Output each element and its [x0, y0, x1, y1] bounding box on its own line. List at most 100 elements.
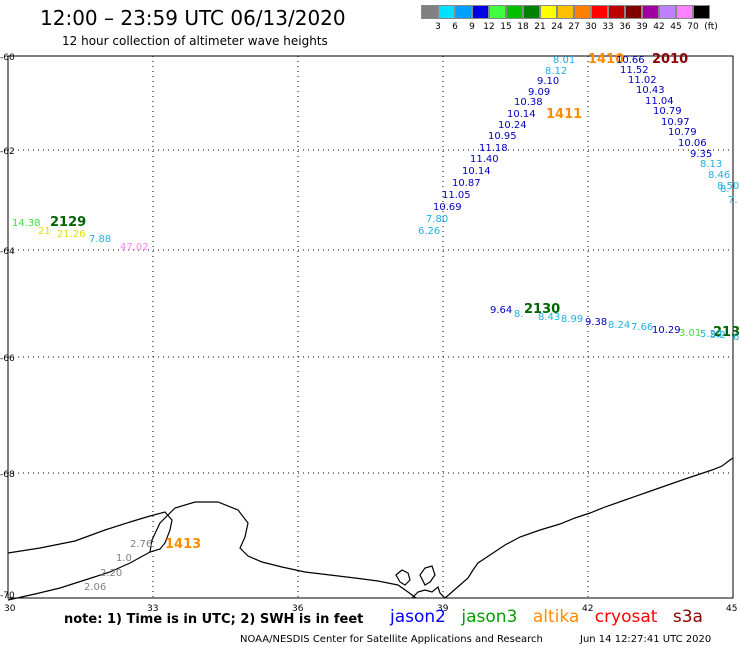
- units-note: note: 1) Time is in UTC; 2) SWH is in fe…: [64, 612, 364, 627]
- color-scale-swatch: [574, 5, 591, 19]
- swh-label: 5.29: [700, 329, 722, 340]
- swh-label: 11.05: [442, 190, 471, 201]
- lon-tick-labels: 30 33 36 39 42 45: [4, 604, 737, 614]
- color-scale-label: 18: [517, 22, 529, 32]
- swh-label: 8.: [514, 309, 524, 320]
- swh-label: 2.76: [130, 539, 152, 550]
- lon-tick-label: 45: [726, 604, 737, 614]
- swh-label: 21: [38, 226, 51, 237]
- swh-label: 7.: [728, 195, 738, 206]
- color-scale-swatch: [557, 5, 574, 19]
- color-scale-swatch: [693, 5, 710, 19]
- color-scale-label: 27: [568, 22, 580, 32]
- swh-label: 7.80: [426, 214, 448, 225]
- swh-label: 10.97: [661, 117, 690, 128]
- antarctic-coastline: [7, 511, 173, 601]
- color-scale-label: 15: [500, 22, 512, 32]
- swh-label: 7.88: [89, 234, 111, 245]
- color-scale-swatch: [506, 5, 523, 19]
- color-scale-unit: (ft): [704, 22, 718, 32]
- plot-frame: [7, 55, 734, 599]
- lon-tick-label: 33: [147, 604, 158, 614]
- lon-tick-label: 36: [292, 604, 304, 614]
- lat-tick-label: -70: [0, 591, 15, 601]
- lat-tick-labels: -60 -62 -64 -66 -68 -70: [0, 53, 15, 601]
- swh-label: 8.24: [608, 320, 630, 331]
- swh-label: 8.12: [545, 66, 567, 77]
- swh-label: 10.14: [462, 166, 491, 177]
- color-scale-swatch: [659, 5, 676, 19]
- map-subtitle: 12 hour collection of altimeter wave hei…: [62, 34, 328, 48]
- swh-label: 10.79: [668, 127, 697, 138]
- swh-label: 11.18: [479, 143, 508, 154]
- swh-label: 8.01: [553, 55, 575, 66]
- swh-label: 10.14: [507, 109, 536, 120]
- graticule-grid: [8, 56, 733, 598]
- swh-label: 8.13: [700, 159, 722, 170]
- legend-jason2: jason2: [390, 607, 446, 627]
- swh-label: 7.66: [631, 322, 653, 333]
- pass-time-label: 1410: [588, 52, 624, 67]
- swh-label: 5.2: [710, 330, 726, 341]
- lat-tick-label: -64: [0, 247, 15, 257]
- swh-label: 8.: [720, 184, 730, 195]
- swh-label: 14.38: [12, 218, 41, 229]
- satellite-legend: jason2 jason3 altika cryosat s3a: [390, 607, 713, 627]
- color-scale-swatch: [472, 5, 489, 19]
- pass-time-labels: 1410 2010 1411 2129 2130 213 1413: [50, 52, 740, 552]
- credit-line: NOAA/NESDIS Center for Satellite Applica…: [240, 634, 543, 645]
- pass-time-label: 1413: [165, 537, 201, 552]
- swh-label: 2.06: [84, 582, 106, 593]
- swh-label: 8.43: [538, 312, 560, 323]
- color-scale-label: 45: [670, 22, 682, 32]
- color-scale-swatch: [608, 5, 625, 19]
- swh-label: 1.0: [116, 553, 132, 564]
- pass-time-label: 213: [713, 325, 740, 340]
- lon-tick-label: 39: [437, 604, 449, 614]
- color-scale-label: 9: [469, 22, 475, 32]
- swh-label: 11.52: [620, 65, 649, 76]
- color-scale-label: 24: [551, 22, 563, 32]
- swh-label: 11.40: [470, 154, 499, 165]
- coastline-east: [395, 457, 734, 599]
- swh-label: 9.10: [537, 76, 559, 87]
- color-scale-swatch: [540, 5, 557, 19]
- legend-s3a: s3a: [672, 607, 703, 627]
- swh-label: 21.26: [57, 229, 86, 240]
- swh-label: 10.95: [488, 131, 517, 142]
- color-scale-label: 30: [585, 22, 597, 32]
- lon-tick-label: 30: [4, 604, 16, 614]
- swh-label: 9.09: [528, 87, 550, 98]
- swh-label: 47.02: [120, 242, 149, 253]
- map-title: 12:00 – 23:59 UTC 06/13/2020: [40, 6, 346, 30]
- legend-cryosat: cryosat: [594, 607, 658, 627]
- color-scale-label: 36: [619, 22, 631, 32]
- lat-tick-label: -68: [0, 470, 15, 480]
- swh-label: 10.06: [678, 138, 707, 149]
- swh-label: 10.87: [452, 178, 481, 189]
- swh-label: 2.20: [100, 568, 122, 579]
- color-scale-swatch: [489, 5, 506, 19]
- swh-label: 8.50: [717, 181, 739, 192]
- swh-label: 6: [733, 332, 739, 343]
- swh-label: 9.64: [490, 305, 512, 316]
- swh-label: 10.43: [636, 85, 665, 96]
- generated-timestamp: Jun 14 12:27:41 UTC 2020: [580, 634, 712, 645]
- color-scale-label: 70: [687, 22, 699, 32]
- lat-tick-label: -62: [0, 147, 15, 157]
- pass-time-label: 2010: [652, 52, 688, 67]
- legend-altika: altika: [532, 607, 580, 627]
- swh-label: 3.01: [679, 328, 701, 339]
- swh-label: 8.46: [708, 170, 730, 181]
- color-scale-label: 12: [483, 22, 495, 32]
- swh-label: 10.69: [433, 202, 462, 213]
- color-scale-label: 3: [435, 22, 441, 32]
- color-scale-swatch: [642, 5, 659, 19]
- color-scale-swatch: [676, 5, 693, 19]
- pass-time-label: 1411: [546, 107, 582, 122]
- swh-label: 10.79: [653, 106, 682, 117]
- color-scale-label: 33: [602, 22, 614, 32]
- swh-label: 9.35: [690, 149, 712, 160]
- color-scale-label: 42: [653, 22, 665, 32]
